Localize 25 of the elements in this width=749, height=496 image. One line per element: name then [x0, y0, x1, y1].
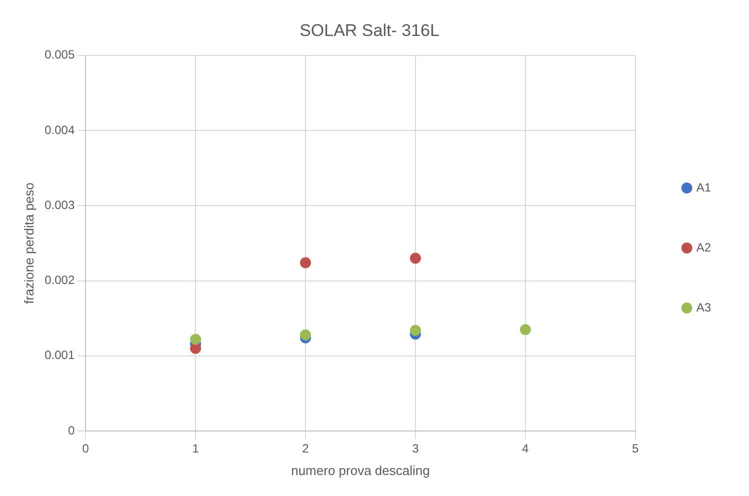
x-tick-label: 5 — [632, 442, 639, 456]
x-tick-label: 0 — [82, 442, 90, 456]
chart-title: SOLAR Salt- 316L — [300, 20, 440, 40]
y-tick-label: 0.004 — [44, 122, 75, 137]
x-tick-label: 4 — [522, 442, 530, 456]
x-tick-label: 3 — [412, 442, 420, 456]
point — [300, 329, 312, 340]
y-tick-label: 0.005 — [44, 48, 75, 62]
y-tick-label: 0.001 — [44, 348, 75, 362]
x-tick-label: 2 — [302, 442, 310, 456]
y-axis-title: frazione perdita peso — [21, 182, 36, 304]
legend-label: A1 — [696, 180, 712, 194]
y-tick-label: 0 — [68, 423, 75, 438]
point — [300, 257, 312, 268]
y-tick-label: 0.002 — [44, 273, 75, 288]
legend-label: A3 — [696, 300, 712, 314]
x-axis-title: numero prova descaling — [291, 462, 430, 478]
point — [190, 342, 202, 354]
point — [410, 324, 421, 336]
legend-label: A2 — [696, 240, 712, 254]
point — [410, 252, 421, 264]
point — [520, 324, 531, 336]
x-tick-label: 1 — [192, 442, 200, 456]
y-tick-label: 0.003 — [44, 198, 75, 212]
point — [190, 334, 202, 345]
